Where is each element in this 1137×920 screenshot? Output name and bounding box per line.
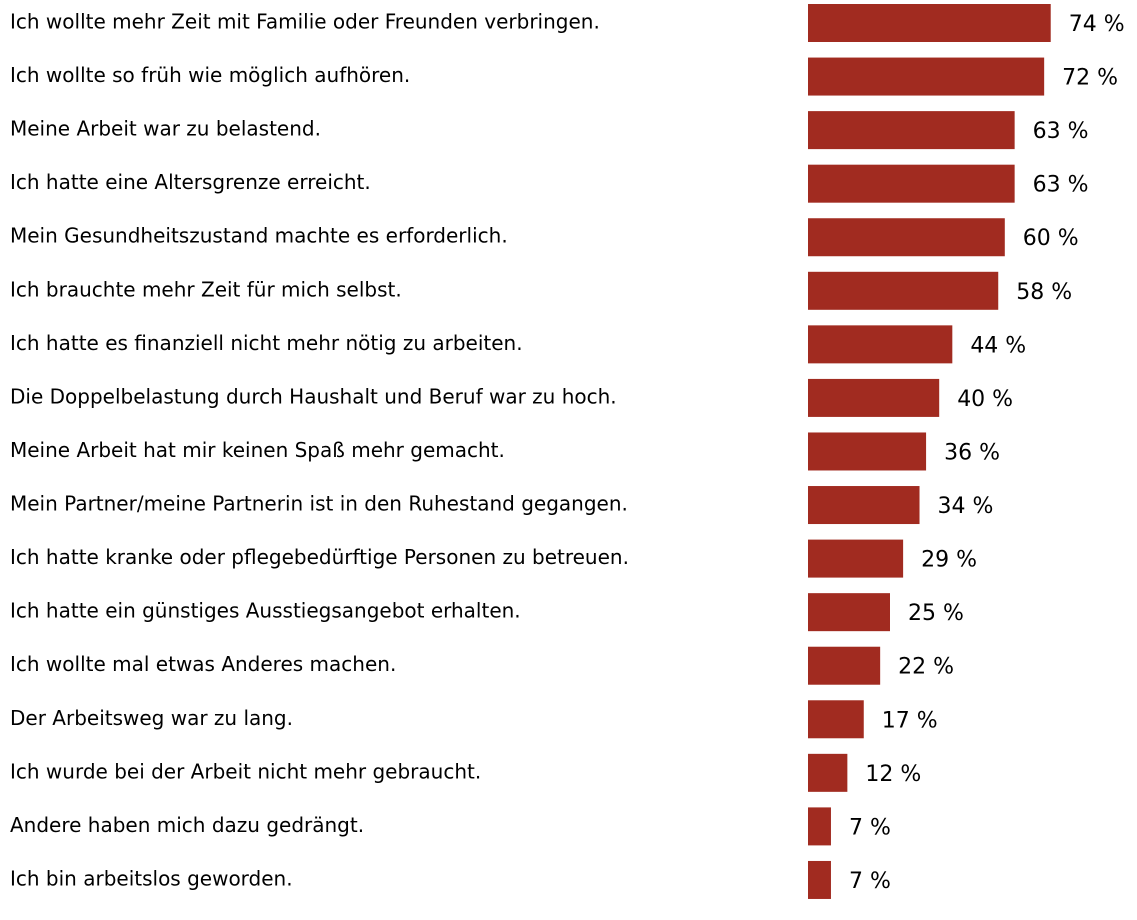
category-label: Ich wollte mal etwas Anderes machen. [10,652,396,676]
value-label: 63 % [1033,119,1089,144]
value-label: 72 % [1062,66,1118,91]
category-label: Andere haben mich dazu gedrängt. [10,813,364,837]
bar [808,486,920,525]
value-label: 44 % [970,333,1026,358]
bar [808,432,927,471]
bar [808,700,864,739]
bar [808,325,953,364]
value-label: 36 % [944,440,1000,465]
category-label: Ich wurde bei der Arbeit nicht mehr gebr… [10,759,481,783]
category-label: Ich wollte so früh wie möglich aufhören. [10,63,410,87]
bar [808,860,831,899]
bar [808,539,904,578]
category-label: Mein Gesundheitszustand machte es erford… [10,224,508,248]
value-label: 12 % [865,762,921,787]
bar [808,164,1015,203]
bar [808,111,1015,150]
category-label: Die Doppelbelastung durch Haushalt und B… [10,384,617,408]
value-label: 60 % [1023,226,1079,251]
bar [808,593,890,632]
bar [808,378,940,417]
value-label: 7 % [849,815,891,840]
value-label: 40 % [957,387,1013,412]
bar [808,646,881,685]
category-label: Mein Partner/meine Partnerin ist in den … [10,492,628,516]
value-label: 34 % [938,494,994,519]
value-label: 25 % [908,601,964,626]
bar [808,807,831,846]
value-label: 17 % [882,708,938,733]
category-label: Ich hatte kranke oder pflegebedürftige P… [10,545,629,569]
bar [808,4,1051,42]
category-label: Ich wollte mehr Zeit mit Familie oder Fr… [10,10,600,34]
value-label: 22 % [898,655,954,680]
bar [808,271,999,310]
bar [808,218,1005,257]
bar [808,57,1045,96]
value-label: 74 % [1069,12,1125,37]
category-label: Der Arbeitsweg war zu lang. [10,706,293,730]
category-label: Meine Arbeit war zu belastend. [10,117,321,141]
category-label: Ich hatte eine Altersgrenze erreicht. [10,170,371,194]
value-label: 7 % [849,869,891,894]
category-label: Ich brauchte mehr Zeit für mich selbst. [10,277,402,301]
category-label: Ich bin arbeitslos geworden. [10,866,293,890]
value-label: 63 % [1033,173,1089,198]
value-label: 29 % [921,548,977,573]
category-label: Ich hatte ein günstiges Ausstiegsangebot… [10,599,521,623]
bar [808,753,848,792]
category-label: Meine Arbeit hat mir keinen Spaß mehr ge… [10,438,505,462]
category-label: Ich hatte es finanziell nicht mehr nötig… [10,331,523,355]
value-label: 58 % [1016,280,1072,305]
